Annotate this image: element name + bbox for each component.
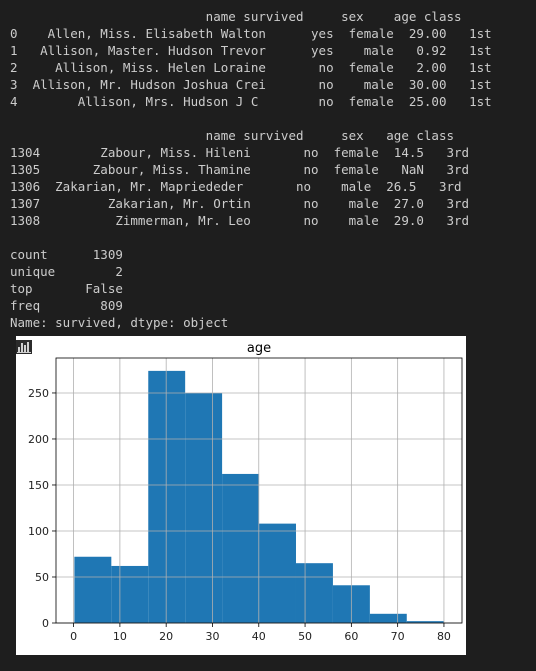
histogram-plot: age 0 10 20 30 40 50 60 70 80 0 50 100 150 200 250	[16, 336, 466, 655]
x-tick-label: 30	[205, 630, 219, 643]
head-line: 3 Allison, Mr. Hudson Joshua Crei no mal…	[10, 77, 492, 92]
head-line: 2 Allison, Miss. Helen Loraine no female…	[10, 60, 492, 75]
x-tick-label: 0	[70, 630, 77, 643]
head-line: 0 Allen, Miss. Elisabeth Walton yes fema…	[10, 26, 492, 41]
y-tick-label: 100	[28, 525, 49, 538]
histogram-bar	[295, 563, 333, 623]
describe-line: unique 2	[10, 264, 123, 279]
chart-title: age	[247, 341, 271, 356]
histogram-bar	[222, 473, 260, 623]
histogram-bar	[148, 370, 186, 623]
tail-line: 1307 Zakarian, Mr. Ortin no male 27.0 3r…	[10, 196, 470, 211]
histogram-bar	[185, 392, 223, 623]
bar-chart-icon[interactable]	[16, 340, 32, 354]
tail-line: name survived sex age class	[10, 128, 455, 143]
x-tick-label: 20	[159, 630, 173, 643]
tail-line: 1308 Zimmerman, Mr. Leo no male 29.0 3rd	[10, 213, 470, 228]
x-tick-label: 60	[344, 630, 358, 643]
head-line: 1 Allison, Master. Hudson Trevor yes mal…	[10, 43, 492, 58]
blank-line	[10, 229, 492, 246]
tail-line: 1306 Zakarian, Mr. Mapriededer no male 2…	[10, 179, 462, 194]
y-tick-label: 200	[28, 433, 49, 446]
histogram-bar	[369, 613, 407, 623]
histogram-bar	[111, 565, 149, 623]
y-tick-label: 50	[35, 571, 49, 584]
x-tick-label: 80	[437, 630, 451, 643]
console-output: name survived sex age class 0 Allen, Miss…	[10, 8, 492, 331]
histogram-bar	[74, 556, 112, 623]
age-histogram-svg: age 0 10 20 30 40 50 60 70 80 0 50 100 150 200 250	[28, 341, 463, 643]
x-tick-label: 40	[252, 630, 266, 643]
tail-line: 1305 Zabour, Miss. Thamine no female NaN…	[10, 162, 470, 177]
head-line: name survived sex age class	[10, 9, 462, 24]
x-tick-label: 70	[391, 630, 405, 643]
y-tick-label: 150	[28, 479, 49, 492]
describe-line: Name: survived, dtype: object	[10, 315, 229, 330]
tail-line: 1304 Zabour, Miss. Hileni no female 14.5…	[10, 145, 470, 160]
histogram-bar	[406, 621, 444, 623]
describe-line: freq 809	[10, 298, 123, 313]
describe-line: top False	[10, 281, 123, 296]
x-tick-label: 10	[113, 630, 127, 643]
y-tick-label: 0	[42, 617, 49, 630]
y-tick-label: 250	[28, 387, 49, 400]
x-tick-label: 50	[298, 630, 312, 643]
histogram-bar	[259, 523, 296, 623]
blank-line	[10, 110, 492, 127]
describe-line: count 1309	[10, 247, 123, 262]
head-line: 4 Allison, Mrs. Hudson J C no female 25.…	[10, 94, 492, 109]
